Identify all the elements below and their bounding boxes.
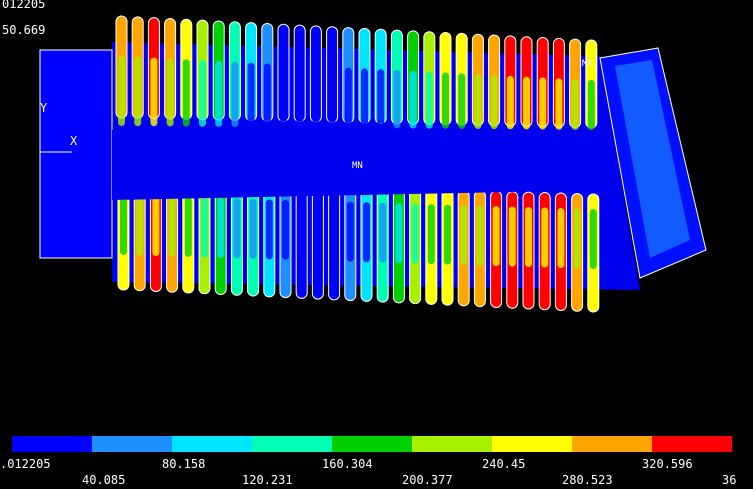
bottom-finger-core (201, 197, 208, 257)
min-stat: 012205 (2, 0, 45, 11)
top-finger-core (426, 72, 433, 129)
legend-label: .012205 (0, 457, 51, 471)
left-flange (40, 50, 112, 258)
triad-y: Y (40, 101, 48, 115)
bottom-finger-core (428, 204, 435, 264)
top-finger-core (150, 58, 157, 127)
legend-swatch (572, 436, 652, 452)
legend-swatch (652, 436, 732, 452)
top-finger-core (183, 59, 190, 126)
top-finger-core (215, 61, 222, 127)
bottom-finger-core (590, 209, 597, 269)
top-finger-core (377, 69, 384, 128)
top-finger-core (329, 67, 336, 128)
top-finger-core (199, 60, 206, 127)
bottom-finger-core (266, 199, 273, 259)
bottom-finger-core (250, 199, 257, 259)
bottom-finger-core (525, 207, 532, 267)
legend-label: 40.085 (82, 473, 125, 487)
bottom-finger-core (217, 198, 224, 258)
top-finger-core (555, 78, 562, 129)
bottom-finger-core (298, 200, 305, 260)
bottom-finger-core (136, 195, 143, 255)
top-finger-core (474, 74, 481, 129)
top-finger-core (231, 62, 238, 127)
top-finger-core (458, 73, 465, 129)
top-finger-core (361, 68, 368, 128)
bottom-finger-core (347, 202, 354, 262)
top-finger-core (572, 79, 579, 130)
top-finger-core (280, 64, 287, 127)
bottom-finger-core (363, 202, 370, 262)
top-finger-core (134, 57, 141, 126)
legend-label: 320.596 (642, 457, 693, 471)
page: {"plot": {"stats": ["012205", "50.669"],… (0, 0, 753, 489)
top-finger-core (167, 58, 174, 126)
top-finger-core (410, 71, 417, 129)
legend-label: 240.45 (482, 457, 525, 471)
legend-swatch (332, 436, 412, 452)
top-finger-core (264, 63, 271, 127)
bottom-finger-core (233, 198, 240, 258)
top-finger-core (539, 78, 546, 130)
bottom-finger-core (169, 196, 176, 256)
legend-swatch (412, 436, 492, 452)
legend-label: 80.158 (162, 457, 205, 471)
top-finger-core (442, 73, 449, 129)
legend-swatch (12, 436, 92, 452)
bottom-finger-core (460, 205, 467, 265)
bottom-finger-core (395, 203, 402, 263)
bottom-finger-core (412, 204, 419, 264)
bottom-finger-core (493, 206, 500, 266)
bottom-finger-core (476, 206, 483, 266)
bottom-finger-core (331, 201, 338, 261)
bottom-finger-core (282, 200, 289, 260)
max-stat: 50.669 (2, 23, 45, 37)
bottom-finger-core (379, 203, 386, 263)
bottom-finger-core (557, 208, 564, 268)
bottom-finger-core (574, 209, 581, 269)
bottom-finger-core (120, 195, 127, 255)
legend-swatch (252, 436, 332, 452)
top-finger-core (491, 75, 498, 129)
top-finger-core (118, 56, 125, 126)
legend-swatch (172, 436, 252, 452)
max-marker: MX (582, 59, 593, 69)
model (40, 16, 706, 312)
triad-x: X (70, 134, 78, 148)
bottom-finger-core (152, 196, 159, 256)
legend-label: 200.377 (402, 473, 453, 487)
legend-label: 36 (722, 473, 736, 487)
top-finger-core (296, 65, 303, 127)
bottom-finger-core (314, 201, 321, 261)
min-marker: MN (352, 161, 363, 171)
top-finger-core (393, 70, 400, 128)
legend-label: 280.523 (562, 473, 613, 487)
top-finger-core (312, 66, 319, 128)
legend-swatch (492, 436, 572, 452)
legend-swatch (92, 436, 172, 452)
top-finger-core (523, 77, 530, 130)
top-finger-core (345, 68, 352, 128)
bottom-finger-core (185, 197, 192, 257)
top-finger-core (248, 63, 255, 127)
bottom-finger-core (444, 205, 451, 265)
top-finger-core (507, 76, 514, 129)
viewport: 012205 50.669 Y X MN MX .012205 80.158 160… (0, 0, 753, 489)
top-finger-core (588, 80, 595, 130)
bottom-finger-core (509, 207, 516, 267)
legend-label: 120.231 (242, 473, 293, 487)
bottom-finger-core (541, 208, 548, 268)
legend-label: 160.304 (322, 457, 373, 471)
